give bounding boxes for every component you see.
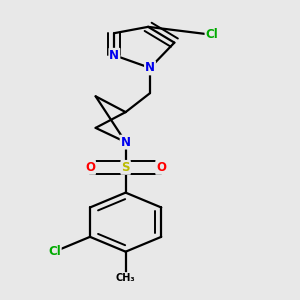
Text: N: N	[110, 49, 119, 62]
Text: CH₃: CH₃	[116, 273, 135, 283]
Text: O: O	[85, 161, 95, 174]
Text: N: N	[121, 136, 130, 148]
Text: Cl: Cl	[206, 28, 218, 41]
Text: Cl: Cl	[48, 245, 61, 258]
Text: O: O	[156, 161, 166, 174]
Text: N: N	[145, 61, 155, 74]
Text: S: S	[122, 161, 130, 174]
